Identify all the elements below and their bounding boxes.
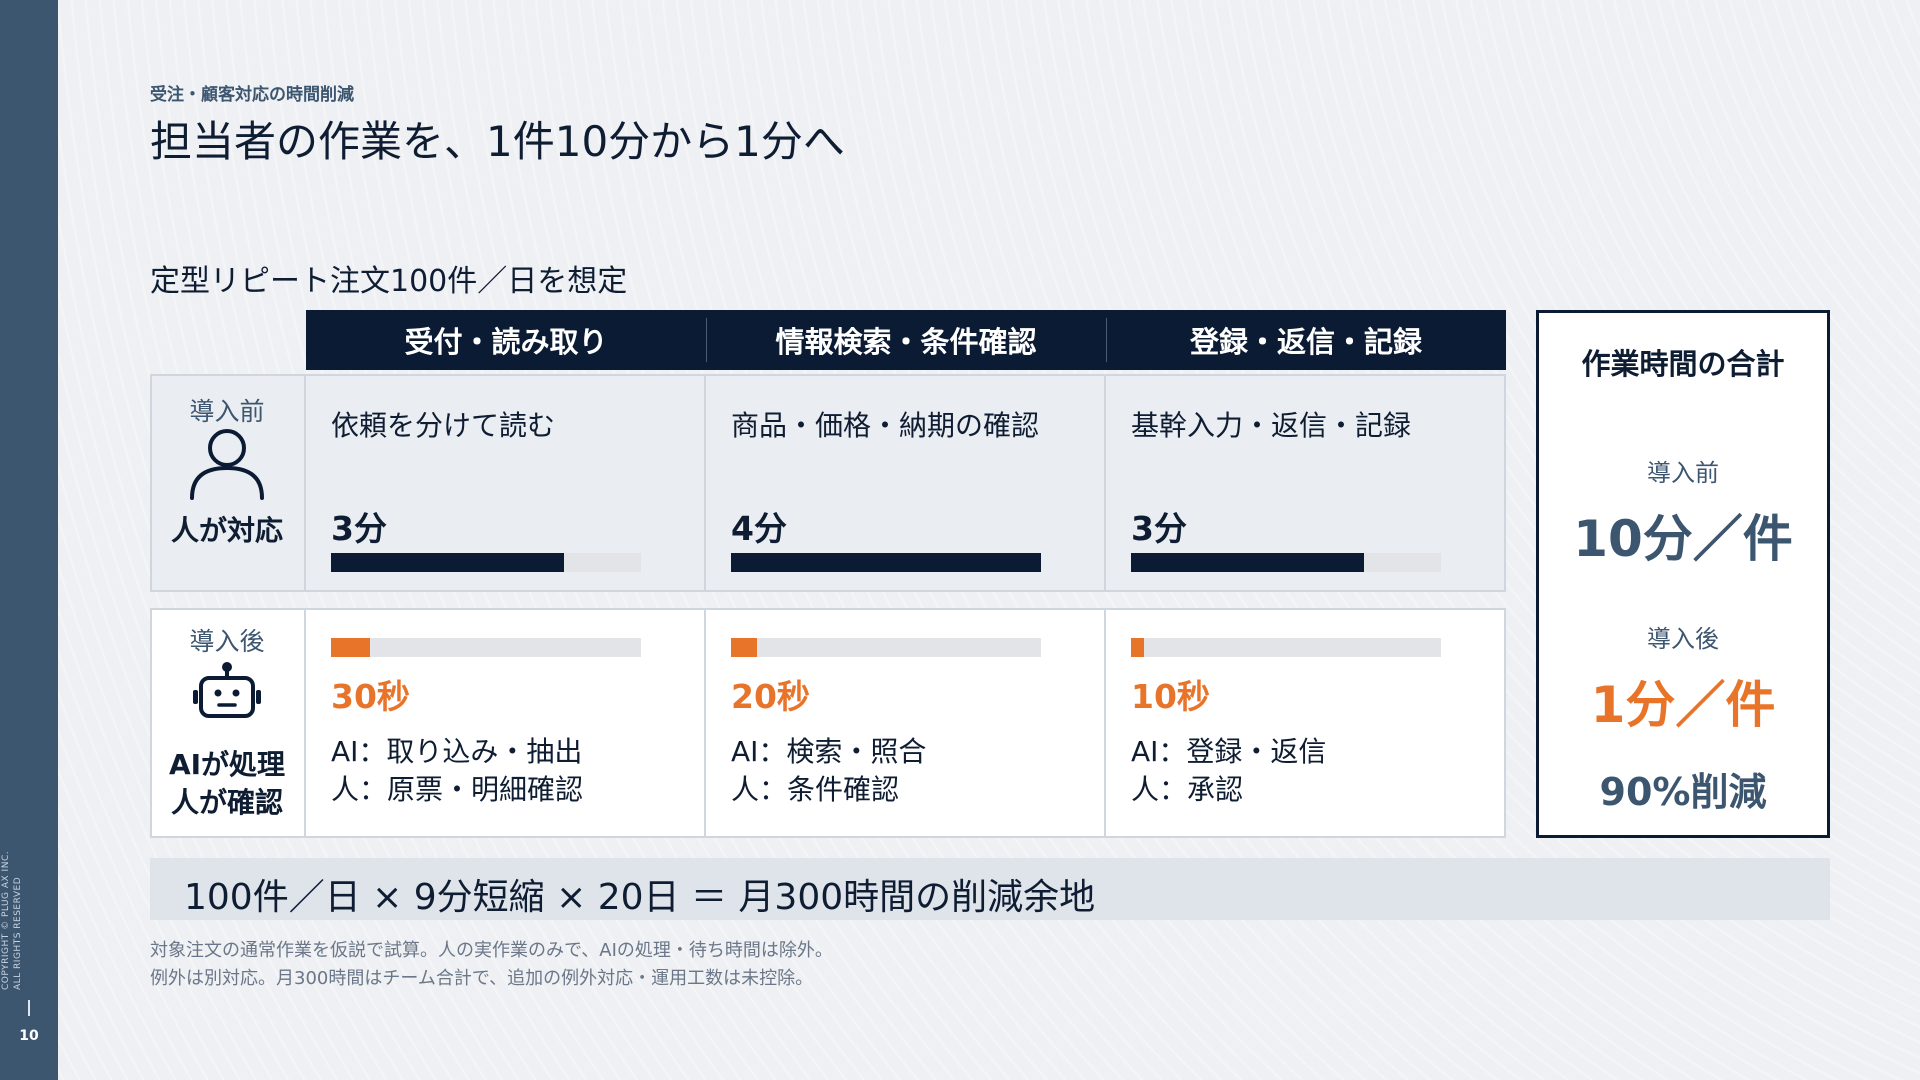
column-separator bbox=[706, 318, 707, 362]
after-actor-label: AIが処理 人が確認 bbox=[168, 748, 286, 819]
before-time-search: 4分 bbox=[731, 509, 787, 548]
eyebrow-label: 受注・顧客対応の時間削減 bbox=[150, 85, 354, 105]
column-header-register: 登録・返信・記録 bbox=[1106, 310, 1506, 370]
page-title: 担当者の作業を、1件10分から1分へ bbox=[150, 117, 845, 166]
before-bar-fill bbox=[731, 553, 1041, 572]
after-time-register: 10秒 bbox=[1131, 677, 1210, 716]
before-bar-register bbox=[1131, 553, 1441, 572]
row-divider bbox=[304, 608, 306, 838]
after-bar-register bbox=[1131, 638, 1441, 657]
page-number: 10 bbox=[19, 1028, 39, 1044]
row-divider bbox=[1104, 374, 1106, 592]
page-divider bbox=[28, 1000, 30, 1016]
after-bar-fill bbox=[1131, 638, 1145, 657]
before-bar-fill bbox=[331, 553, 564, 572]
total-time-box: 作業時間の合計 導入前 10分／件 導入後 1分／件 90%削減 bbox=[1536, 310, 1830, 838]
total-after-value: 1分／件 bbox=[1590, 676, 1776, 734]
total-before-label: 導入前 bbox=[1647, 459, 1719, 487]
row-divider bbox=[1104, 608, 1106, 838]
before-time-register: 3分 bbox=[1131, 509, 1187, 548]
total-before-value: 10分／件 bbox=[1573, 510, 1793, 568]
after-time-search: 20秒 bbox=[731, 677, 810, 716]
after-note-register: AI：登録・返信 人：承認 bbox=[1131, 735, 1327, 806]
row-divider bbox=[304, 374, 306, 592]
summary-text: 100件／日 × 9分短縮 × 20日 ＝ 月300時間の削減余地 bbox=[184, 877, 1096, 918]
column-header-intake: 受付・読み取り bbox=[306, 310, 706, 370]
after-bar-search bbox=[731, 638, 1041, 657]
after-bar-intake bbox=[331, 638, 641, 657]
before-bar-fill bbox=[1131, 553, 1364, 572]
total-after-label: 導入後 bbox=[1647, 625, 1719, 653]
after-time-intake: 30秒 bbox=[331, 677, 410, 716]
total-title: 作業時間の合計 bbox=[1581, 347, 1785, 381]
before-time-intake: 3分 bbox=[331, 509, 387, 548]
before-actor-label: 人が対応 bbox=[170, 514, 283, 547]
total-reduction: 90%削減 bbox=[1599, 770, 1767, 814]
before-desc-register: 基幹入力・返信・記録 bbox=[1131, 409, 1412, 442]
summary-bar: 100件／日 × 9分短縮 × 20日 ＝ 月300時間の削減余地 bbox=[150, 858, 1830, 920]
before-label: 導入前 bbox=[189, 397, 265, 426]
sidebar: COPYRIGHT © PLUG AX INC. ALL RIGHTS RESE… bbox=[0, 0, 58, 1080]
footnote-line: 対象注文の通常作業を仮説で試算。人の実作業のみで、AIの処理・待ち時間は除外。 bbox=[150, 940, 833, 961]
after-label: 導入後 bbox=[189, 627, 265, 656]
before-desc-search: 商品・価格・納期の確認 bbox=[731, 409, 1040, 442]
after-note-intake: AI：取り込み・抽出 人：原票・明細確認 bbox=[331, 735, 584, 806]
after-bar-fill bbox=[731, 638, 757, 657]
column-header-search: 情報検索・条件確認 bbox=[706, 310, 1106, 370]
column-separator bbox=[1106, 318, 1107, 362]
before-desc-intake: 依頼を分けて読む bbox=[331, 409, 556, 442]
row-divider bbox=[704, 374, 706, 592]
robot-icon bbox=[193, 662, 261, 718]
after-bar-fill bbox=[331, 638, 370, 657]
before-bar-search bbox=[731, 553, 1041, 572]
row-divider bbox=[704, 608, 706, 838]
footnote-line: 例外は別対応。月300時間はチーム合計で、追加の例外対応・運用工数は未控除。 bbox=[150, 968, 814, 989]
person-icon bbox=[190, 429, 264, 500]
before-bar-intake bbox=[331, 553, 641, 572]
after-note-search: AI：検索・照合 人：条件確認 bbox=[731, 735, 927, 806]
scenario-subtitle: 定型リピート注文100件／日を想定 bbox=[150, 264, 628, 299]
copyright-notice: COPYRIGHT © PLUG AX INC. ALL RIGHTS RESE… bbox=[1, 850, 23, 990]
